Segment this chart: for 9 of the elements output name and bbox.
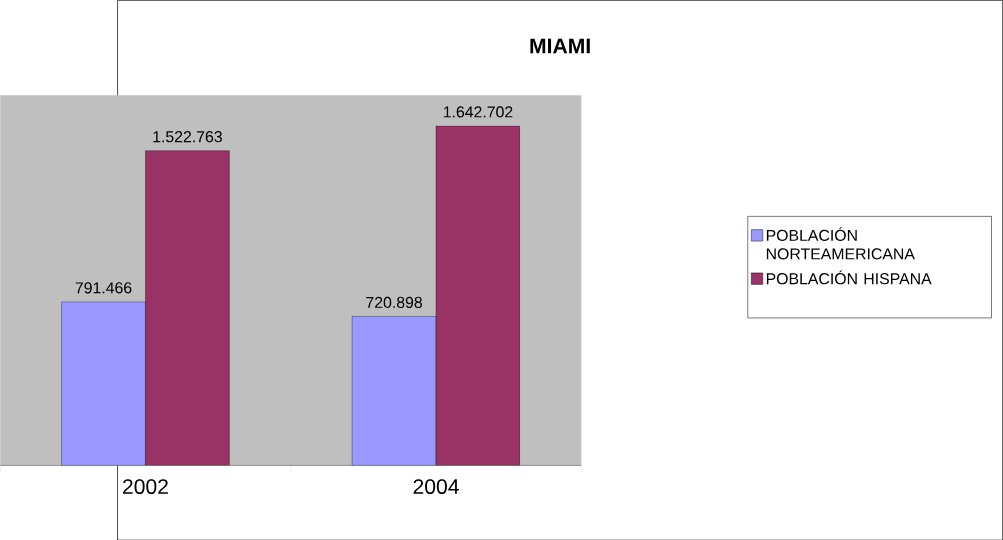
data-label: 1.522.763 (153, 130, 222, 143)
legend-label: POBLACIÓN NORTEAMERICANA (766, 226, 915, 260)
data-label: 720.898 (366, 296, 423, 308)
x-tick-label: 2004 (413, 478, 459, 494)
chart-title: MIAMI (530, 38, 590, 53)
legend-label: POBLACIÓN HISPANA (766, 270, 932, 285)
data-label: 791.466 (75, 281, 132, 294)
data-label: 1.642.702 (443, 106, 513, 118)
x-tick-label: 2002 (123, 478, 168, 494)
